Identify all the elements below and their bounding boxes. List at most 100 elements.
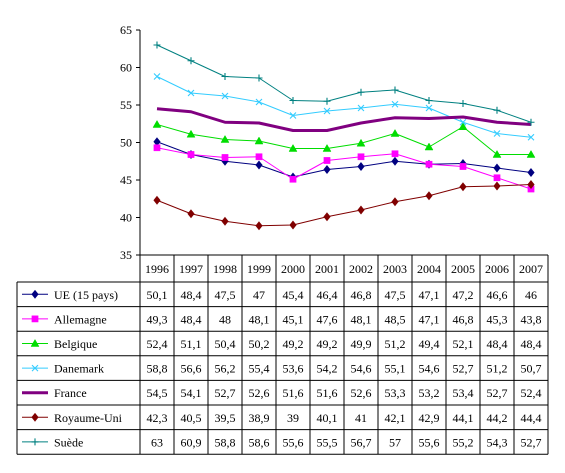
- data-point: [357, 104, 365, 112]
- data-label: 45,3: [487, 312, 508, 326]
- data-label: 47,5: [215, 288, 236, 302]
- data-point: [493, 163, 501, 173]
- data-point: [357, 153, 365, 161]
- data-point: [493, 181, 501, 191]
- data-label: 57: [389, 435, 401, 449]
- data-label: 53,6: [283, 362, 304, 376]
- data-label: 54,1: [181, 386, 202, 400]
- data-point: [357, 205, 365, 215]
- data-label: 42,3: [147, 411, 168, 425]
- data-label: 52,4: [521, 386, 542, 400]
- data-point: [459, 100, 467, 107]
- data-label: 50,1: [147, 288, 168, 302]
- x-tick-label: 2004: [417, 262, 441, 276]
- legend-series-name: Royaume-Uni: [54, 411, 123, 425]
- data-label: 50,4: [215, 337, 236, 351]
- data-label: 48,1: [249, 312, 270, 326]
- data-point: [425, 104, 433, 112]
- data-label: 54,3: [487, 435, 508, 449]
- data-point: [187, 57, 195, 65]
- data-label: 49,2: [283, 337, 304, 351]
- data-label: 54,5: [147, 386, 168, 400]
- data-point: [391, 150, 399, 158]
- data-point: [425, 191, 433, 201]
- data-point: [221, 73, 229, 80]
- data-label: 52,1: [453, 337, 474, 351]
- data-point: [221, 92, 229, 100]
- data-label: 47,6: [317, 312, 338, 326]
- data-point: [187, 151, 195, 158]
- data-label: 40,1: [317, 411, 338, 425]
- series-line: [156, 107, 532, 132]
- legend-key-marker: [31, 315, 39, 323]
- data-label: 48,4: [521, 337, 542, 351]
- y-tick-label: 35: [120, 248, 132, 262]
- data-point: [459, 118, 467, 126]
- data-label: 43,8: [521, 312, 542, 326]
- data-point: [187, 209, 195, 219]
- data-point: [323, 157, 331, 164]
- data-label: 49,9: [351, 337, 372, 351]
- data-label: 52,6: [351, 386, 372, 400]
- data-point: [458, 122, 468, 130]
- data-point: [424, 142, 434, 151]
- series-lines: [152, 41, 536, 231]
- data-point: [356, 138, 366, 147]
- data-label: 46,6: [487, 288, 508, 302]
- data-point: [255, 160, 263, 170]
- data-point: [255, 221, 263, 231]
- data-point: [527, 118, 535, 126]
- axes: 35 40 45 50 55 60 65: [120, 23, 141, 262]
- data-point: [391, 156, 399, 166]
- data-point: [459, 163, 467, 170]
- data-point: [289, 112, 297, 119]
- data-point: [289, 220, 297, 230]
- data-table: 1996 1997 1998 1999 2000 2001 2002 2003 2004 2005…: [16, 254, 549, 455]
- data-point: [186, 129, 196, 138]
- data-label: 56,7: [351, 435, 372, 449]
- data-point: [527, 168, 535, 177]
- data-label: 48,4: [181, 312, 202, 326]
- data-label: 58,6: [249, 435, 270, 449]
- data-label: 52,7: [453, 362, 474, 376]
- x-tick-label: 2007: [519, 262, 543, 276]
- data-label: 52,4: [147, 337, 168, 351]
- data-point: [322, 143, 332, 152]
- data-point: [255, 74, 263, 82]
- data-label: 42,1: [385, 411, 406, 425]
- y-tick-label: 40: [120, 211, 132, 225]
- legend-key-marker: [31, 289, 39, 299]
- data-label: 51,6: [283, 386, 304, 400]
- data-label: 48,4: [181, 288, 202, 302]
- data-point: [493, 174, 501, 182]
- data-label: 46,8: [351, 288, 372, 302]
- x-tick-label: 1997: [179, 262, 203, 276]
- data-point: [391, 100, 399, 108]
- data-label: 47,2: [453, 288, 474, 302]
- data-label: 46,4: [317, 288, 338, 302]
- data-point: [391, 197, 399, 207]
- data-label: 48,1: [351, 312, 372, 326]
- legend-series-name: Belgique: [54, 337, 97, 351]
- data-label: 48: [219, 312, 231, 326]
- data-point: [425, 160, 433, 168]
- y-tick-label: 55: [120, 98, 132, 112]
- data-label: 46,8: [453, 312, 474, 326]
- x-tick-label: 2005: [451, 262, 475, 276]
- data-label: 44,1: [453, 411, 474, 425]
- data-label: 54,6: [351, 362, 372, 376]
- data-point: [527, 133, 535, 141]
- legend-key-marker: [31, 438, 39, 446]
- data-label: 55,1: [385, 362, 406, 376]
- data-label: 51,1: [181, 337, 202, 351]
- data-point: [357, 88, 365, 96]
- data-label: 63: [151, 435, 163, 449]
- data-label: 52,7: [215, 386, 236, 400]
- data-point: [425, 97, 433, 104]
- data-label: 48,5: [385, 312, 406, 326]
- data-label: 51,2: [385, 337, 406, 351]
- legend-key-marker: [31, 364, 39, 372]
- data-point: [323, 165, 331, 174]
- data-label: 44,2: [487, 411, 508, 425]
